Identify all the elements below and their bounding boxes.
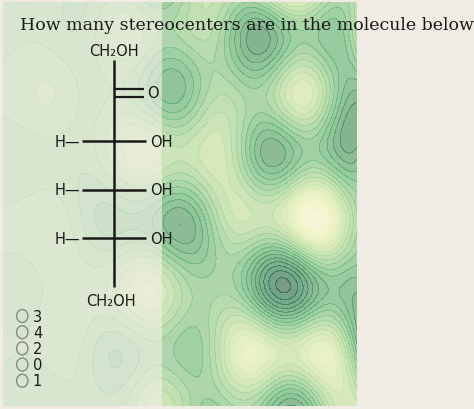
Text: 2: 2 [33, 341, 42, 356]
Text: OH: OH [150, 135, 173, 149]
Text: CH₂OH: CH₂OH [86, 293, 136, 308]
Text: H—: H— [55, 231, 81, 246]
Text: CH₂OH: CH₂OH [90, 44, 139, 59]
Text: H—: H— [55, 183, 81, 198]
Text: OH: OH [150, 231, 173, 246]
Text: 4: 4 [33, 325, 42, 340]
Text: How many stereocenters are in the molecule below?: How many stereocenters are in the molecu… [20, 16, 474, 34]
Text: 1: 1 [33, 373, 42, 388]
Text: 3: 3 [33, 309, 42, 324]
Text: OH: OH [150, 183, 173, 198]
Text: 0: 0 [33, 357, 42, 372]
Bar [3, 3, 162, 406]
Text: H—: H— [55, 135, 81, 149]
Text: O: O [147, 86, 159, 101]
